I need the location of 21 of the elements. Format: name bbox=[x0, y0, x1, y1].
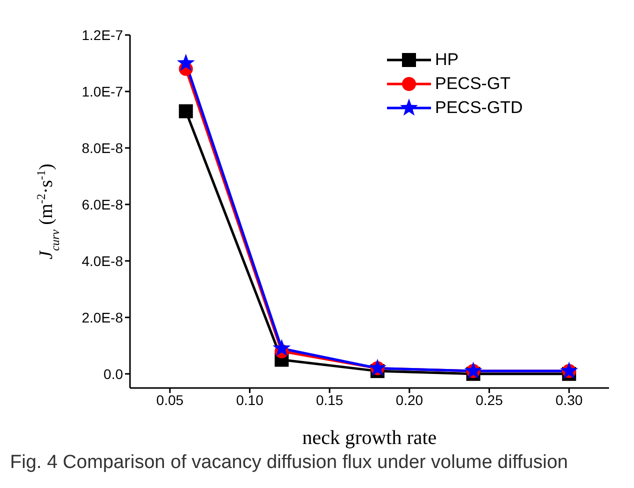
y-tick-label: 1.2E-7 bbox=[82, 26, 124, 43]
x-tick-label: 0.25 bbox=[476, 392, 504, 408]
y-tick-label: 6.0E-8 bbox=[82, 196, 124, 212]
x-tick-label: 0.15 bbox=[316, 392, 344, 408]
y-tick-label: 4.0E-8 bbox=[82, 252, 124, 269]
x-axis-title: neck growth rate bbox=[302, 427, 437, 449]
legend-label: HP bbox=[435, 50, 459, 70]
x-tick-label: 0.05 bbox=[156, 392, 184, 408]
legend-label: PECS-GTD bbox=[435, 98, 523, 118]
y-tick-label: 8.0E-8 bbox=[82, 140, 124, 156]
point bbox=[272, 339, 291, 356]
x-tick-label: 0.30 bbox=[555, 392, 583, 408]
caption: Fig. 4 Comparison of vacancy diffusion flux under volume diffusion bbox=[10, 452, 568, 474]
y-tick-label: 0.0 bbox=[104, 366, 124, 382]
y-tick-label: 2.0E-8 bbox=[82, 309, 124, 326]
x-tick-label: 0.20 bbox=[396, 392, 424, 408]
y-tick-label: 1.0E-7 bbox=[82, 83, 124, 100]
x-tick-label: 0.10 bbox=[236, 392, 264, 408]
point bbox=[176, 54, 195, 71]
point bbox=[178, 104, 193, 118]
legend-label: PECS-GT bbox=[435, 74, 511, 94]
